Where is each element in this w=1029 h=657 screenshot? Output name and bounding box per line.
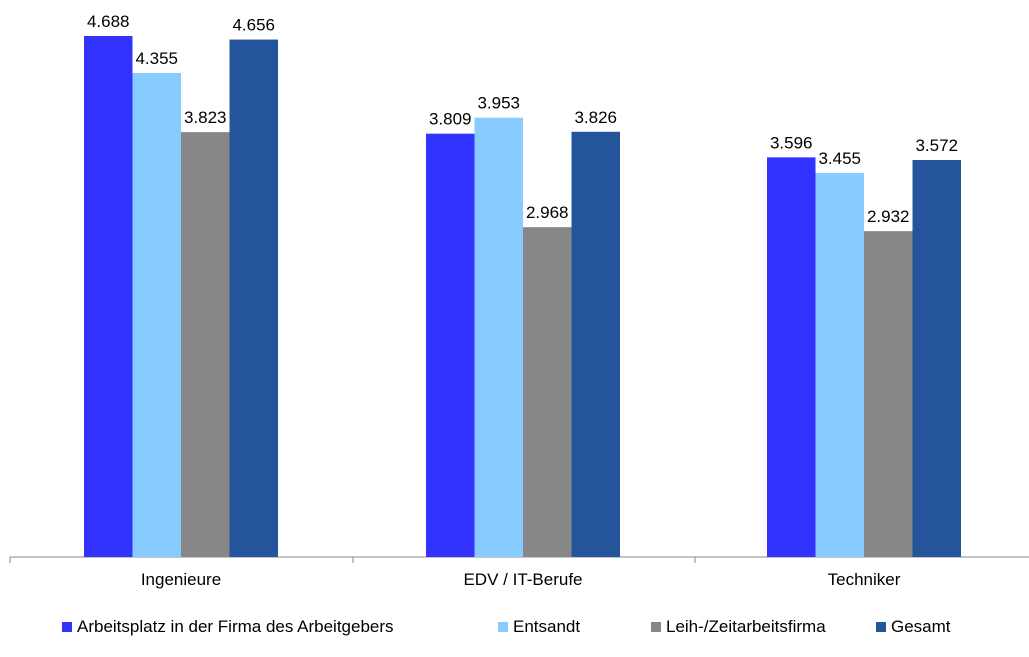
- bar: [767, 157, 816, 557]
- legend-label: Arbeitsplatz in der Firma des Arbeitgebe…: [77, 617, 394, 636]
- legend-swatch: [651, 622, 661, 632]
- bar: [474, 117, 523, 558]
- category-label: EDV / IT-Berufe: [463, 570, 582, 589]
- data-label: 2.968: [526, 203, 569, 222]
- bar: [426, 133, 475, 557]
- category-label: Ingenieure: [141, 570, 221, 589]
- bar: [132, 73, 181, 558]
- legend-label: Leih-/Zeitarbeitsfirma: [666, 617, 826, 636]
- bar: [815, 173, 864, 557]
- legend-label: Entsandt: [513, 617, 581, 636]
- legend-item: Arbeitsplatz in der Firma des Arbeitgebe…: [62, 617, 394, 637]
- data-label: 3.826: [574, 108, 617, 127]
- legend-swatch: [876, 622, 886, 632]
- data-label: 2.932: [867, 207, 910, 226]
- data-label: 4.355: [135, 49, 178, 68]
- data-label: 3.572: [915, 136, 958, 155]
- bar: [571, 131, 620, 557]
- legend: Arbeitsplatz in der Firma des Arbeitgebe…: [0, 617, 1029, 643]
- category-label: Techniker: [828, 570, 901, 589]
- data-label: 3.809: [429, 110, 472, 129]
- bar: [864, 231, 913, 558]
- bar-chart: 4.688 4.355 3.823 4.656 3.809 3.953 2.968 3.826…: [9, 12, 1029, 589]
- legend-label: Gesamt: [891, 617, 951, 636]
- legend-item: Leih-/Zeitarbeitsfirma: [651, 617, 826, 637]
- data-label: 3.455: [818, 149, 861, 168]
- bar: [229, 39, 278, 557]
- bar: [181, 132, 230, 558]
- bar: [84, 36, 133, 557]
- legend-item: Gesamt: [876, 617, 951, 637]
- data-label: 3.596: [770, 133, 813, 152]
- legend-swatch: [498, 622, 508, 632]
- legend-swatch: [62, 622, 72, 632]
- bar: [912, 160, 961, 558]
- legend-item: Entsandt: [498, 617, 580, 637]
- data-label: 4.656: [232, 16, 275, 35]
- data-label: 3.953: [477, 94, 520, 113]
- data-label: 3.823: [184, 108, 227, 127]
- bar: [523, 227, 572, 558]
- data-label: 4.688: [87, 12, 130, 31]
